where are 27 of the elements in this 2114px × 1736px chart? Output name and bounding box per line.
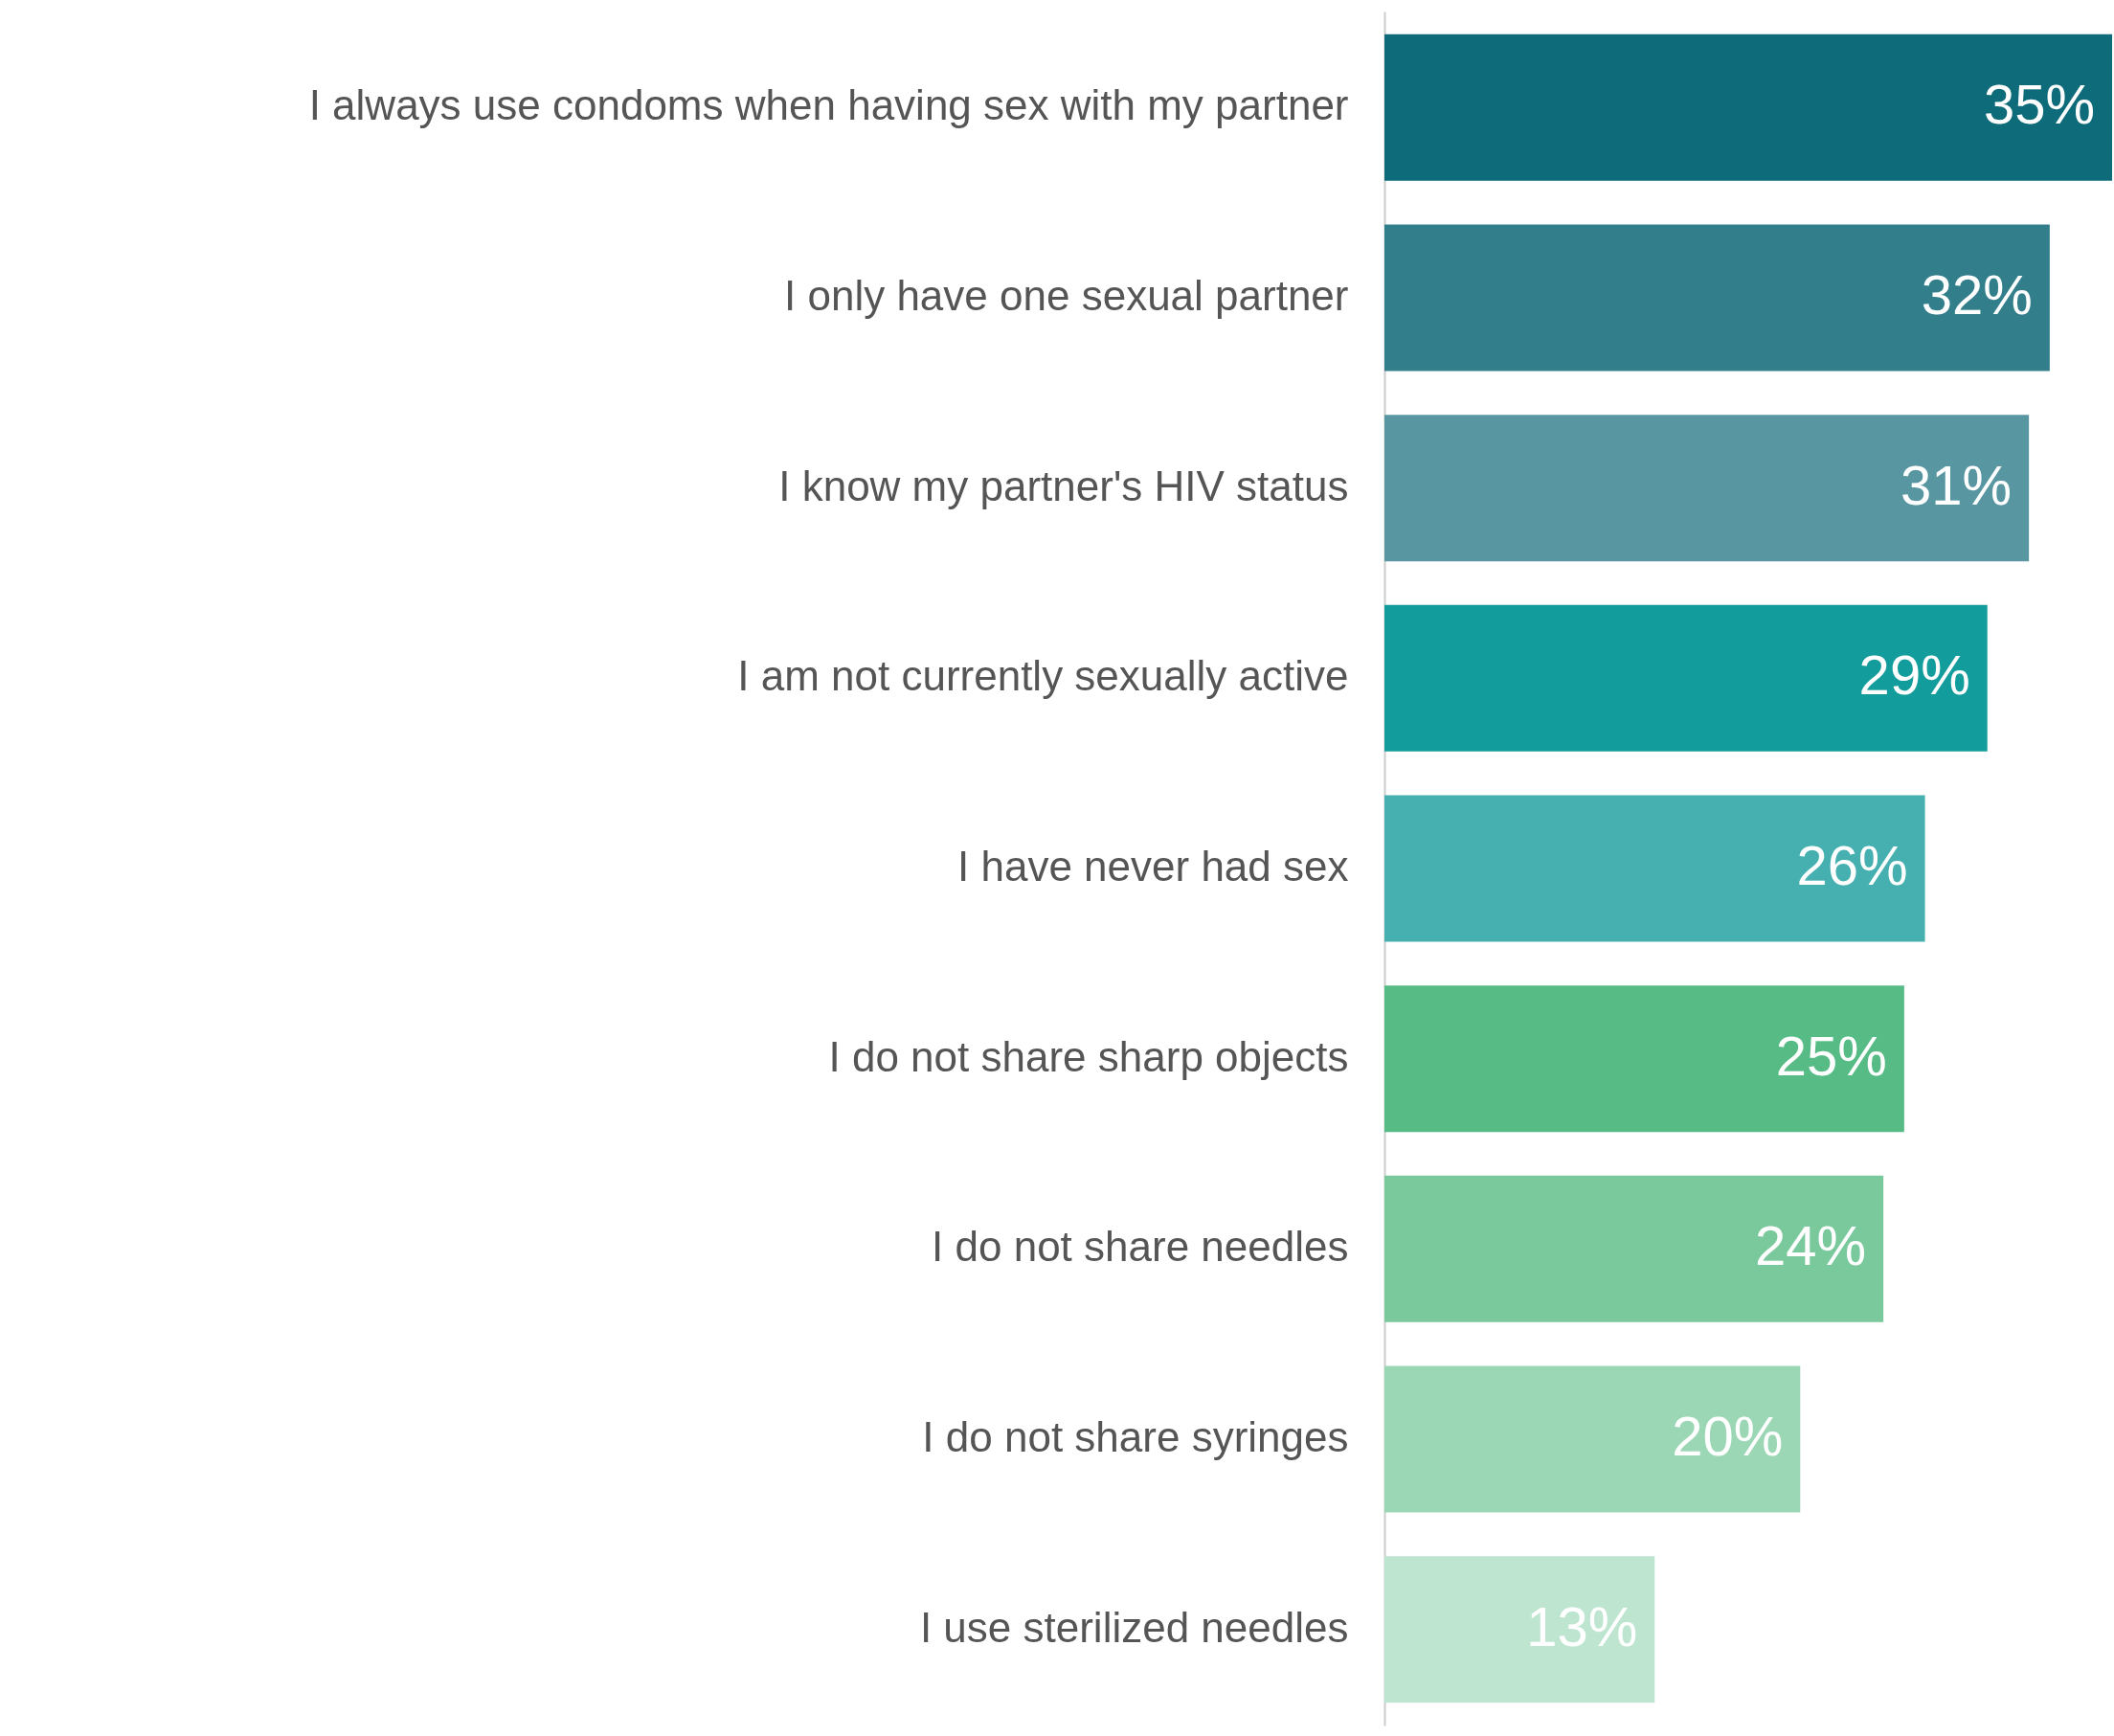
y-tick-label: I do not share syringes (922, 1413, 1349, 1460)
bar (1384, 1556, 1655, 1703)
bar (1384, 985, 1904, 1133)
y-tick-label: I have never had sex (957, 843, 1349, 890)
y-tick-label: I do not share sharp objects (828, 1032, 1349, 1080)
data-label: 24% (1755, 1214, 1867, 1277)
y-tick-label: I always use condoms when having sex with my partner (308, 81, 1349, 129)
bar (1384, 415, 2030, 562)
data-label: 20% (1672, 1405, 1784, 1467)
data-label: 31% (1900, 453, 2013, 516)
y-tick-label: I do not share needles (932, 1223, 1349, 1271)
bar (1384, 224, 2050, 372)
data-label: 32% (1921, 263, 2033, 326)
data-label: 26% (1796, 834, 1908, 896)
bar (1384, 1175, 1884, 1322)
data-label: 29% (1858, 643, 1970, 707)
data-label: 25% (1775, 1024, 1887, 1087)
data-label: 35% (1983, 73, 2095, 136)
bar (1384, 34, 2112, 181)
y-tick-label: I am not currently sexually active (737, 652, 1349, 700)
y-tick-label: I use sterilized needles (919, 1603, 1349, 1651)
bar (1384, 795, 1925, 942)
bar (1384, 604, 1988, 752)
y-tick-label: I know my partner's HIV status (778, 462, 1349, 509)
bar (1384, 1365, 1801, 1513)
data-label: 13% (1526, 1594, 1638, 1657)
y-tick-label: I only have one sexual partner (784, 272, 1349, 319)
